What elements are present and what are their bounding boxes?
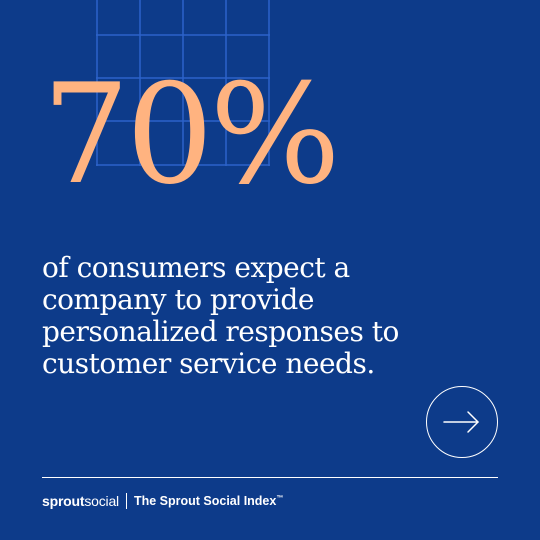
grid-pattern-decoration [96, 0, 270, 166]
next-button[interactable] [426, 386, 498, 458]
sprout-social-logo: sproutsocial [42, 493, 119, 509]
footer: sproutsocial The Sprout Social Index™ [42, 490, 283, 512]
logo-part-sprout: sprout [42, 493, 85, 509]
stat-description: of consumers expect a company to provide… [42, 251, 399, 380]
index-name: The Sprout Social Index™ [134, 494, 283, 508]
stat-value: 70% [42, 54, 341, 215]
trademark-symbol: ™ [276, 494, 284, 502]
footer-divider [42, 477, 498, 478]
footer-separator [125, 493, 127, 509]
index-name-text: The Sprout Social Index [133, 494, 277, 508]
logo-part-social: social [84, 493, 119, 509]
arrow-right-icon [443, 411, 479, 433]
